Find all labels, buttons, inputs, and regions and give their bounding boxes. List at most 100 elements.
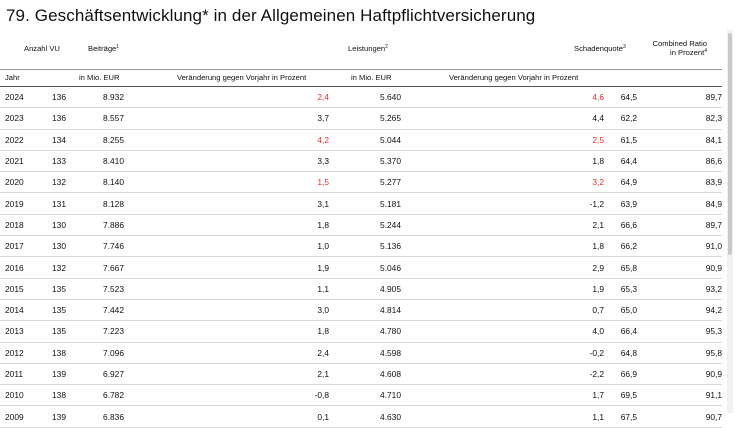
cell-beitraege: 7.442 xyxy=(66,299,124,322)
cell-combined-ratio: 94,2 xyxy=(637,299,722,322)
header-combined-ratio-line2: in Prozent4 xyxy=(653,48,707,57)
cell-combined-ratio: 90,9 xyxy=(637,363,722,386)
cell-year: 2015 xyxy=(0,278,49,300)
cell-beitraege: 6.836 xyxy=(66,405,124,428)
cell-anzahl-vu: 135 xyxy=(49,278,66,300)
cell-beitraege-change: 3,7 xyxy=(124,107,329,130)
cell-year: 2016 xyxy=(0,256,49,279)
header-combined-ratio-unit: in Prozent xyxy=(670,48,705,57)
cell-year: 2010 xyxy=(0,384,49,407)
cell-leistungen-change: 4,4 xyxy=(401,107,604,130)
cell-leistungen-change: 1,9 xyxy=(401,278,604,300)
table-header-rule xyxy=(0,86,722,87)
header-combined-ratio-footnote: 4 xyxy=(704,48,707,54)
header-divider xyxy=(0,69,722,70)
cell-schadenquote: 63,9 xyxy=(604,192,637,215)
header-beitraege: Beiträge1 xyxy=(88,44,119,53)
cell-beitraege: 8.410 xyxy=(66,150,124,173)
cell-year: 2009 xyxy=(0,405,49,428)
cell-schadenquote: 65,8 xyxy=(604,256,637,279)
cell-year: 2013 xyxy=(0,320,49,343)
table-row: 2021 133 8.410 3,3 5.370 1,8 64,4 86,6 xyxy=(0,150,722,173)
cell-schadenquote: 64,9 xyxy=(604,171,637,194)
cell-beitraege-change: 1,5 xyxy=(124,171,329,194)
cell-combined-ratio: 84,1 xyxy=(637,129,722,151)
table-row: 2022 134 8.255 4,2 5.044 2,5 61,5 84,1 xyxy=(0,129,722,151)
cell-schadenquote: 67,5 xyxy=(604,405,637,428)
cell-anzahl-vu: 138 xyxy=(49,342,66,364)
cell-beitraege-change: 1,9 xyxy=(124,256,329,279)
cell-beitraege: 7.886 xyxy=(66,214,124,237)
cell-schadenquote: 66,2 xyxy=(604,235,637,258)
cell-combined-ratio: 93,2 xyxy=(637,278,722,300)
table-body: 2024 136 8.932 2,4 5.640 4,6 64,5 89,7 2023 136 8.… xyxy=(0,87,722,428)
cell-leistungen-change: 1,1 xyxy=(401,405,604,428)
cell-schadenquote: 66,9 xyxy=(604,363,637,386)
cell-beitraege: 8.140 xyxy=(66,171,124,194)
cell-year: 2014 xyxy=(0,299,49,322)
cell-leistungen: 4.814 xyxy=(329,299,401,322)
cell-leistungen-change: 1,8 xyxy=(401,235,604,258)
cell-beitraege-change: 1,8 xyxy=(124,214,329,237)
cell-combined-ratio: 83,9 xyxy=(637,171,722,194)
header-combined-ratio-line1: Combined Ratio xyxy=(652,39,707,48)
cell-beitraege: 7.223 xyxy=(66,320,124,343)
cell-combined-ratio: 84,9 xyxy=(637,192,722,215)
cell-anzahl-vu: 139 xyxy=(49,405,66,428)
table-row: 2013 135 7.223 1,8 4.780 4,0 66,4 95,3 xyxy=(0,320,722,343)
cell-schadenquote: 65,3 xyxy=(604,278,637,300)
cell-schadenquote: 64,4 xyxy=(604,150,637,173)
cell-beitraege-change: 1,1 xyxy=(124,278,329,300)
cell-leistungen: 4.905 xyxy=(329,278,401,300)
cell-leistungen: 4.780 xyxy=(329,320,401,343)
cell-leistungen: 5.370 xyxy=(329,150,401,173)
header-beitraege-label: Beiträge xyxy=(88,44,117,53)
scrollbar-thumb[interactable] xyxy=(728,33,732,255)
table-row: 2017 130 7.746 1,0 5.136 1,8 66,2 91,0 xyxy=(0,235,722,258)
header-leistungen-label: Leistungen xyxy=(348,44,386,53)
cell-leistungen: 5.277 xyxy=(329,171,401,194)
cell-combined-ratio: 91,0 xyxy=(637,235,722,258)
cell-beitraege: 8.128 xyxy=(66,192,124,215)
cell-beitraege-change: 4,2 xyxy=(124,129,329,151)
cell-beitraege: 8.255 xyxy=(66,129,124,151)
cell-combined-ratio: 90,9 xyxy=(637,256,722,279)
cell-leistungen-change: 0,7 xyxy=(401,299,604,322)
header-leistungen: Leistungen2 xyxy=(348,44,388,53)
header-jahr: Jahr xyxy=(5,73,20,82)
cell-beitraege-change: 2,1 xyxy=(124,363,329,386)
table-row: 2015 135 7.523 1,1 4.905 1,9 65,3 93,2 xyxy=(0,278,722,300)
cell-beitraege-change: 3,1 xyxy=(124,192,329,215)
cell-schadenquote: 69,5 xyxy=(604,384,637,407)
cell-year: 2024 xyxy=(0,87,49,109)
header-beitraege-unit: in Mio. EUR xyxy=(79,73,120,82)
cell-anzahl-vu: 134 xyxy=(49,129,66,151)
cell-leistungen: 5.181 xyxy=(329,192,401,215)
cell-leistungen: 5.244 xyxy=(329,214,401,237)
cell-beitraege: 7.096 xyxy=(66,342,124,364)
header-schadenquote-label: Schadenquote xyxy=(574,44,623,53)
cell-leistungen: 4.608 xyxy=(329,363,401,386)
cell-leistungen: 4.630 xyxy=(329,405,401,428)
header-anzahl-vu: Anzahl VU xyxy=(24,44,60,53)
table-row: 2019 131 8.128 3,1 5.181 -1,2 63,9 84,9 xyxy=(0,192,722,215)
cell-year: 2011 xyxy=(0,363,49,386)
cell-beitraege-change: 2,4 xyxy=(124,342,329,364)
cell-leistungen-change: -2,2 xyxy=(401,363,604,386)
cell-beitraege: 8.557 xyxy=(66,107,124,130)
table-row: 2012 138 7.096 2,4 4.598 -0,2 64,8 95,8 xyxy=(0,342,722,364)
cell-leistungen-change: 2,9 xyxy=(401,256,604,279)
table-row: 2023 136 8.557 3,7 5.265 4,4 62,2 82,3 xyxy=(0,107,722,130)
cell-leistungen: 5.265 xyxy=(329,107,401,130)
cell-beitraege: 6.782 xyxy=(66,384,124,407)
cell-leistungen: 4.598 xyxy=(329,342,401,364)
cell-leistungen: 5.136 xyxy=(329,235,401,258)
cell-anzahl-vu: 132 xyxy=(49,256,66,279)
cell-combined-ratio: 89,7 xyxy=(637,214,722,237)
table-row: 2016 132 7.667 1,9 5.046 2,9 65,8 90,9 xyxy=(0,256,722,279)
table-row: 2010 138 6.782 -0,8 4.710 1,7 69,5 91,1 xyxy=(0,384,722,407)
cell-year: 2022 xyxy=(0,129,49,151)
cell-beitraege-change: 1,8 xyxy=(124,320,329,343)
cell-leistungen: 5.046 xyxy=(329,256,401,279)
cell-anzahl-vu: 136 xyxy=(49,107,66,130)
